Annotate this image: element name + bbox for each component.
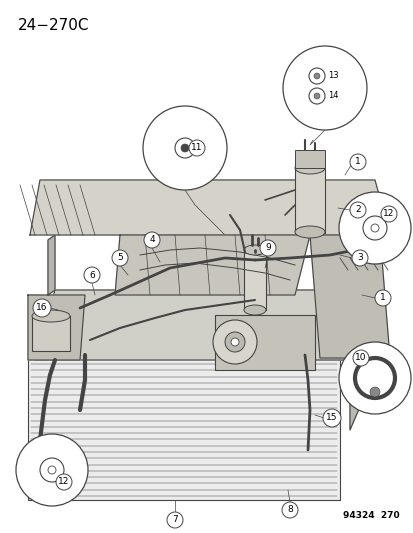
Circle shape — [338, 342, 410, 414]
Circle shape — [142, 106, 226, 190]
Text: 9: 9 — [264, 244, 270, 253]
Circle shape — [224, 332, 244, 352]
Bar — [214, 315, 314, 370]
Circle shape — [282, 46, 366, 130]
Text: 6: 6 — [89, 271, 95, 279]
Ellipse shape — [243, 305, 266, 315]
Polygon shape — [28, 295, 85, 360]
Text: 5: 5 — [117, 254, 123, 262]
Circle shape — [338, 192, 410, 264]
Circle shape — [180, 144, 189, 152]
Circle shape — [313, 93, 319, 99]
Circle shape — [144, 232, 159, 248]
Text: 15: 15 — [325, 414, 337, 423]
Circle shape — [212, 320, 256, 364]
Circle shape — [351, 250, 367, 266]
Circle shape — [112, 250, 128, 266]
Text: 12: 12 — [58, 478, 69, 487]
Circle shape — [349, 202, 365, 218]
Text: 4: 4 — [149, 236, 154, 245]
Circle shape — [230, 338, 238, 346]
Circle shape — [352, 350, 368, 366]
Circle shape — [84, 267, 100, 283]
Circle shape — [281, 502, 297, 518]
Circle shape — [380, 206, 396, 222]
Ellipse shape — [243, 245, 266, 255]
Text: 3: 3 — [356, 254, 362, 262]
Text: 1: 1 — [379, 294, 385, 303]
Text: 2: 2 — [354, 206, 360, 214]
Circle shape — [16, 434, 88, 506]
Bar — [294, 168, 324, 233]
Ellipse shape — [32, 310, 70, 322]
Bar — [294, 150, 324, 168]
Text: 11: 11 — [191, 143, 202, 152]
Text: 12: 12 — [382, 209, 394, 219]
Text: 10: 10 — [354, 353, 366, 362]
Polygon shape — [48, 235, 55, 295]
Circle shape — [33, 299, 51, 317]
Circle shape — [166, 512, 183, 528]
Polygon shape — [30, 180, 389, 235]
Circle shape — [189, 140, 204, 156]
Circle shape — [56, 474, 72, 490]
Bar — [32, 316, 70, 351]
Text: 8: 8 — [287, 505, 292, 514]
Circle shape — [322, 409, 340, 427]
Bar — [28, 358, 339, 500]
Text: 14: 14 — [327, 92, 337, 101]
Text: 1: 1 — [354, 157, 360, 166]
Text: 94324  270: 94324 270 — [342, 511, 399, 520]
Text: 16: 16 — [36, 303, 47, 312]
Polygon shape — [115, 235, 309, 295]
Polygon shape — [349, 290, 379, 430]
Circle shape — [349, 154, 365, 170]
Circle shape — [369, 387, 379, 397]
Text: 7: 7 — [172, 515, 178, 524]
Circle shape — [259, 240, 275, 256]
Text: 24−270C: 24−270C — [18, 18, 89, 33]
Bar — [243, 250, 266, 310]
Circle shape — [374, 290, 390, 306]
Circle shape — [313, 73, 319, 79]
Polygon shape — [35, 290, 379, 360]
Text: 13: 13 — [327, 71, 337, 80]
Polygon shape — [309, 235, 389, 358]
Ellipse shape — [294, 162, 324, 174]
Ellipse shape — [294, 226, 324, 238]
